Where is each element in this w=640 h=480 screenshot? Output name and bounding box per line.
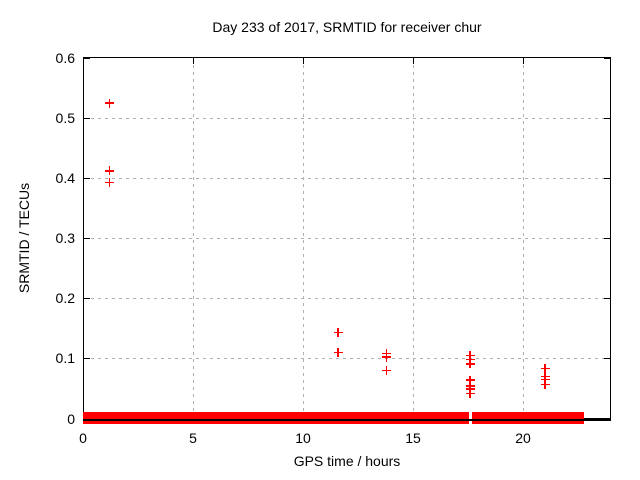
y-tick-right <box>604 57 610 59</box>
plus-marker-vertical <box>108 98 111 108</box>
y-tick-right <box>604 237 610 239</box>
plus-marker-vertical <box>469 359 471 369</box>
data-point <box>465 388 475 398</box>
plus-marker-vertical <box>337 328 339 338</box>
y-tick-label: 0.4 <box>55 170 75 187</box>
x-tick-label: 10 <box>295 430 311 446</box>
chart-title: Day 233 of 2017, SRMTID for receiver chu… <box>212 19 482 35</box>
x-tick-top <box>302 58 304 64</box>
y-tick-label: 0.2 <box>55 290 75 307</box>
gridline-horizontal <box>84 117 610 119</box>
gridline-vertical <box>412 58 414 419</box>
y-tick-right <box>604 357 610 359</box>
y-tick-right <box>604 297 610 299</box>
data-point <box>104 177 114 187</box>
x-tick-label: 15 <box>405 430 421 446</box>
x-tick-top <box>412 58 414 64</box>
data-point <box>465 375 475 385</box>
x-tick-label: 0 <box>79 430 87 446</box>
data-point <box>382 352 392 362</box>
y-tick-label: 0.3 <box>55 230 75 247</box>
y-tick-label: 0.6 <box>55 50 75 66</box>
plus-marker-vertical <box>469 388 471 398</box>
y-tick-left <box>84 357 90 359</box>
y-tick-label: 0.5 <box>55 110 75 127</box>
data-point <box>104 98 114 108</box>
zero-points-band <box>83 412 585 424</box>
x-axis-label: GPS time / hours <box>293 453 401 469</box>
data-point <box>382 365 392 375</box>
data-point <box>465 359 475 369</box>
y-tick-label: 0 <box>67 410 75 427</box>
gridline-vertical <box>302 58 304 419</box>
plus-marker-vertical <box>544 379 546 389</box>
x-tick-top <box>522 58 524 64</box>
plus-marker-vertical <box>108 177 111 187</box>
gridline-vertical <box>522 58 524 419</box>
plus-marker-vertical <box>544 374 546 384</box>
x-tick-label: 20 <box>515 430 531 446</box>
x-tick-label: 5 <box>189 430 197 446</box>
zero-band-gap <box>468 412 472 424</box>
gridline-horizontal <box>84 297 610 299</box>
x-tick-top <box>192 58 194 64</box>
plus-marker-vertical <box>385 365 388 375</box>
data-point <box>540 374 550 384</box>
plus-marker-vertical <box>469 375 471 385</box>
x-tick-top <box>82 58 84 64</box>
gridline-vertical <box>192 58 194 419</box>
data-point <box>333 328 343 338</box>
gridline-horizontal <box>84 237 610 239</box>
y-tick-left <box>84 177 90 179</box>
plus-marker-vertical <box>544 364 546 374</box>
y-tick-left <box>84 237 90 239</box>
gridline-horizontal <box>84 177 610 179</box>
y-tick-left <box>84 117 90 119</box>
x-axis-line <box>83 418 611 421</box>
x-tick-bottom <box>82 412 84 419</box>
y-tick-right <box>604 177 610 179</box>
data-point <box>540 364 550 374</box>
y-tick-left <box>84 297 90 299</box>
data-point <box>540 379 550 389</box>
plus-marker-vertical <box>385 352 388 362</box>
plus-marker-vertical <box>108 166 111 176</box>
y-tick-left <box>84 57 90 59</box>
y-tick-label: 0.1 <box>55 350 75 367</box>
gridline-horizontal <box>84 357 610 359</box>
data-point <box>104 166 114 176</box>
data-point <box>333 347 343 357</box>
plus-marker-vertical <box>337 347 339 357</box>
y-tick-right <box>604 117 610 119</box>
